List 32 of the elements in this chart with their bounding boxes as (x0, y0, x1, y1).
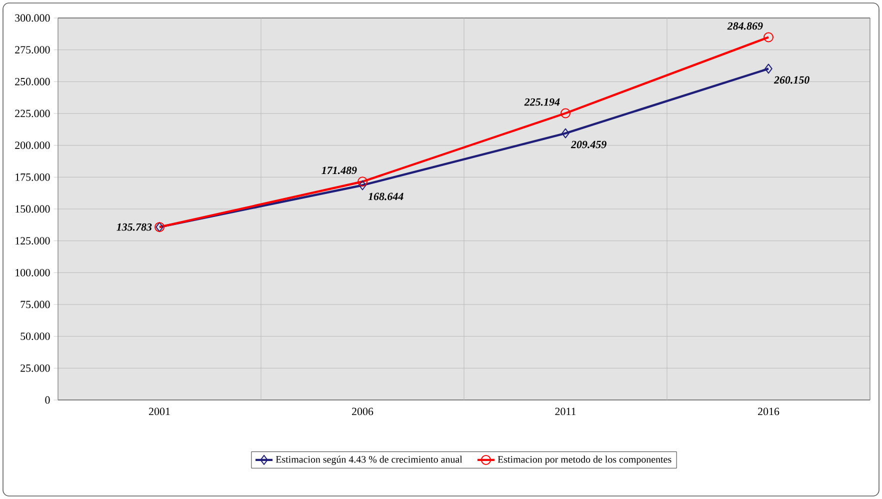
data-label: 284.869 (727, 22, 763, 30)
point (764, 32, 774, 42)
y-tick-label: 75.000 (20, 300, 50, 308)
x-tick-label: 2016 (758, 408, 780, 416)
x-tick-label: 2006 (352, 408, 374, 416)
y-tick-label: 50.000 (20, 332, 50, 340)
y-tick-label: 25.000 (20, 364, 50, 372)
x-tick-label: 2001 (149, 408, 170, 416)
point (560, 108, 571, 118)
legend-label: Estimacion según 4.43 % de crecimiento anual (276, 456, 462, 465)
point (358, 180, 366, 190)
data-label: 209.459 (570, 140, 606, 148)
y-tick-label: 200.000 (15, 142, 50, 150)
y-tick-label: 275.000 (15, 46, 50, 54)
data-label: 260.150 (774, 76, 810, 84)
y-tick-label: 150.000 (16, 205, 50, 213)
data-label: 171.489 (322, 166, 357, 174)
point (358, 176, 368, 187)
point (562, 128, 570, 138)
data-label: 225.194 (524, 98, 560, 106)
y-tick-label: 225.000 (15, 110, 50, 118)
y-tick-label: 125.000 (16, 237, 50, 245)
data-label: 135.783 (116, 223, 152, 231)
x-tick-label: 2011 (555, 408, 576, 416)
y-tick-label: 100.000 (16, 268, 50, 276)
point (764, 64, 772, 74)
y-tick-label: 250.000 (15, 78, 50, 86)
legend-label: Estimacion por metodo de los componentes (498, 456, 672, 465)
y-tick-label: 0 (45, 396, 50, 404)
y-tick-label: 175.000 (16, 173, 50, 181)
data-label: 168.644 (368, 192, 404, 200)
y-tick-label: 300.000 (15, 14, 50, 22)
